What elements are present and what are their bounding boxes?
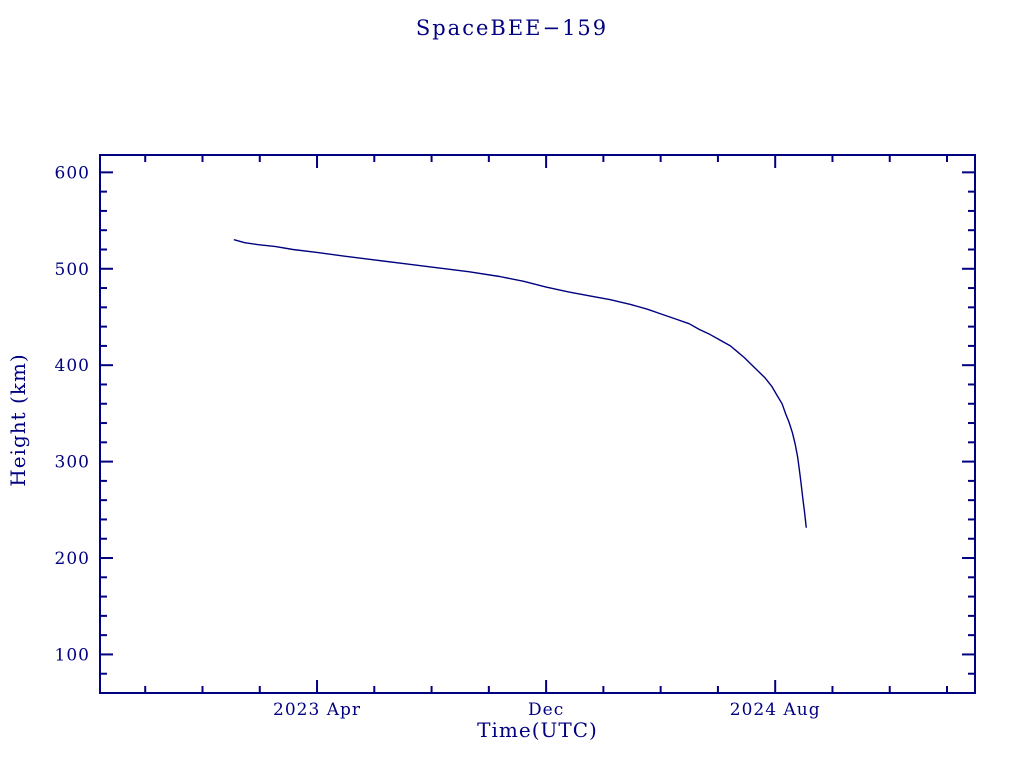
x-tick-label: Dec: [528, 700, 564, 720]
plot-frame: [99, 154, 976, 694]
y-tick-label: 100: [55, 645, 90, 665]
x-axis-label: Time(UTC): [477, 718, 598, 742]
y-tick-label: 600: [55, 163, 90, 183]
chart-title: SpaceBEE−159: [415, 16, 609, 40]
y-tick-label: 200: [55, 549, 90, 569]
x-tick-label: 2023 Apr: [273, 700, 361, 720]
height-curve: [233, 239, 807, 528]
y-tick-label: 300: [55, 453, 90, 473]
y-tick-label: 500: [55, 260, 90, 280]
y-axis-label: Height (km): [6, 353, 30, 487]
axis-ticks: [100, 155, 975, 693]
x-tick-label: 2024 Aug: [730, 700, 821, 720]
y-tick-label: 400: [55, 356, 90, 376]
